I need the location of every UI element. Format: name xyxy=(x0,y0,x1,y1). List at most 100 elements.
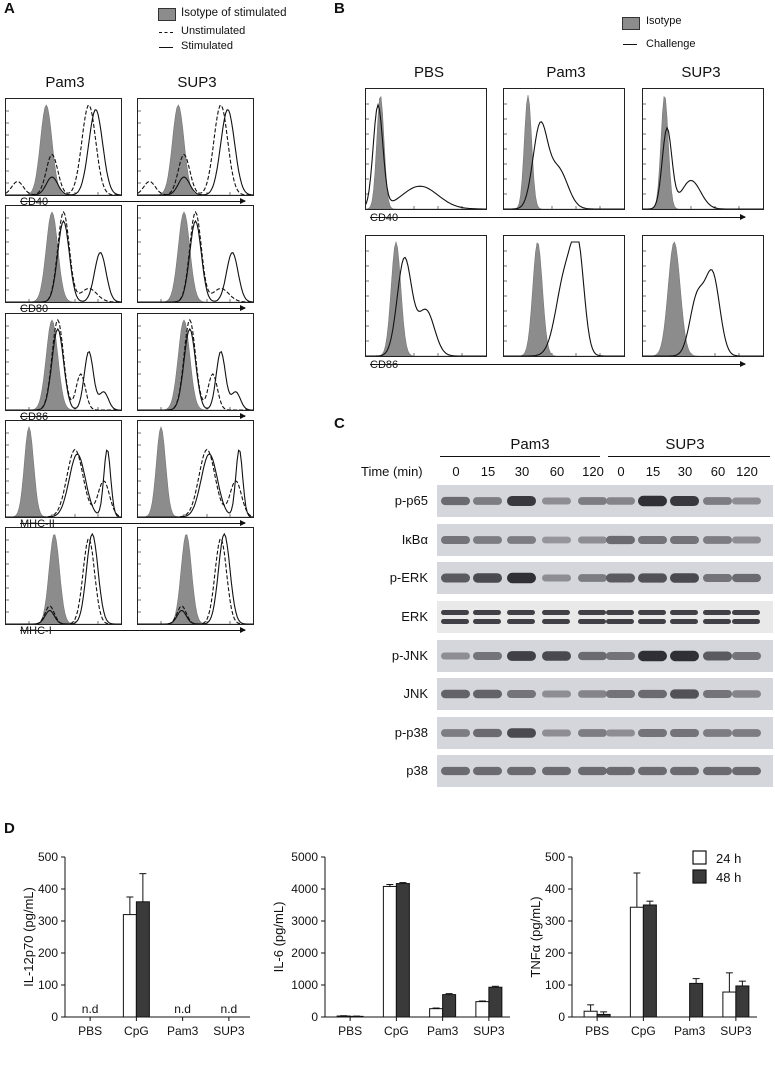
blot-band xyxy=(703,497,732,505)
panel-b-marker-1-axis-arrow xyxy=(370,214,746,220)
blot-strip xyxy=(437,601,773,633)
blot-band xyxy=(578,619,606,624)
blot-band xyxy=(441,619,469,624)
histogram-plot xyxy=(643,95,763,209)
blot-band xyxy=(732,573,761,583)
blot-band xyxy=(638,573,667,583)
histogram-plot xyxy=(6,532,121,624)
blot-band xyxy=(606,729,635,737)
histogram-plot xyxy=(366,95,486,209)
blot-band xyxy=(606,610,634,615)
panel-b-hist-row2-col2 xyxy=(503,235,625,357)
y-tick-label: 200 xyxy=(545,946,565,960)
stimulated-curve xyxy=(6,109,121,195)
panel-b-hist-row1-col1 xyxy=(365,88,487,210)
y-tick-label: 400 xyxy=(38,882,58,896)
time-point: 15 xyxy=(480,464,496,479)
x-tick-label: Pam3 xyxy=(674,1024,706,1038)
blot-band xyxy=(473,652,502,660)
panel-b-col-sup3: SUP3 xyxy=(681,64,721,81)
blot-band xyxy=(441,652,470,660)
x-tick-label: PBS xyxy=(585,1024,609,1038)
blot-band xyxy=(441,496,470,506)
panel-b-hist-row2-col1 xyxy=(365,235,487,357)
time-point: 30 xyxy=(677,464,693,479)
blot-strip xyxy=(437,485,773,517)
bar-24h xyxy=(122,914,137,1018)
panel-a-letter: A xyxy=(4,0,15,17)
panel-c-letter: C xyxy=(334,415,345,432)
blot-lane-label: p38 xyxy=(406,763,428,778)
y-axis-label: IL-6 (pg/mL) xyxy=(271,902,286,973)
blot-band xyxy=(670,729,699,737)
x-tick-label: Pam3 xyxy=(427,1024,459,1038)
legend-unstimulated-line xyxy=(159,32,173,33)
blot-band xyxy=(441,573,470,583)
blot-band xyxy=(670,650,699,662)
isotype-curve xyxy=(504,94,624,209)
panel-c-group-pam3: Pam3 xyxy=(510,436,550,453)
x-tick-label: CpG xyxy=(124,1024,149,1038)
y-tick-label: 100 xyxy=(38,978,58,992)
blot-strip xyxy=(437,678,773,710)
blot-lane-label: p-ERK xyxy=(389,570,428,585)
blot-band xyxy=(638,610,666,615)
stimulated-curve xyxy=(6,449,121,517)
stimulated-curve xyxy=(138,109,253,195)
isotype-curve xyxy=(138,534,253,624)
isotype-curve xyxy=(138,426,253,517)
blot-band xyxy=(670,495,699,507)
stimulated-curve xyxy=(138,449,253,517)
stimulated-curve xyxy=(138,327,253,410)
legend-stimulated-line xyxy=(159,47,173,48)
stimulated-curve xyxy=(643,269,763,356)
x-tick-label: PBS xyxy=(338,1024,362,1038)
panel-a-hist-pam3-row3 xyxy=(5,313,122,411)
blot-band xyxy=(732,619,760,624)
stimulated-curve xyxy=(504,121,624,209)
blot-lane-label: JNK xyxy=(403,686,428,701)
blot-band xyxy=(578,651,607,661)
panel-b-marker-2-axis-arrow xyxy=(370,361,746,367)
time-point: 0 xyxy=(617,464,625,479)
unstimulated-curve xyxy=(6,104,121,195)
blot-band xyxy=(507,651,536,661)
unstimulated-curve xyxy=(138,538,253,624)
blot-band xyxy=(507,728,536,738)
blot-band xyxy=(670,536,699,544)
panel-a-hist-pam3-row2 xyxy=(5,205,122,303)
unstimulated-curve xyxy=(6,318,121,410)
blot-band xyxy=(578,497,607,505)
y-tick-label: 2000 xyxy=(291,946,318,960)
blot-band xyxy=(507,619,535,624)
y-tick-label: 500 xyxy=(38,850,58,864)
bar-24h xyxy=(629,906,644,1018)
time-point: 60 xyxy=(710,464,726,479)
blot-band xyxy=(578,690,607,698)
histogram-plot xyxy=(138,426,253,517)
panel-b-letter: B xyxy=(334,0,345,17)
y-tick-label: 300 xyxy=(38,914,58,928)
blot-band xyxy=(703,766,732,776)
panel-a-hist-pam3-row5 xyxy=(5,527,122,625)
blot-band xyxy=(703,729,732,737)
histogram-plot xyxy=(504,94,624,209)
panel-c-time-label: Time (min) xyxy=(361,464,423,479)
blot-band xyxy=(606,535,635,545)
blot-band xyxy=(578,536,607,544)
histogram-plot xyxy=(366,240,486,356)
blot-band xyxy=(670,689,699,699)
bar-48h xyxy=(596,1013,611,1018)
isotype-curve xyxy=(366,240,486,356)
blot-band xyxy=(670,573,699,583)
blot-band xyxy=(507,572,536,584)
bar-48h xyxy=(395,883,410,1018)
blot-band xyxy=(441,610,469,615)
y-tick-label: 200 xyxy=(38,946,58,960)
blot-band xyxy=(578,610,606,615)
blot-lane-label: p-JNK xyxy=(391,648,428,663)
panel-a-marker-5-label: MHC-I xyxy=(20,625,52,637)
legend-b-isotype-swatch xyxy=(622,17,640,30)
bar-24h xyxy=(336,1015,351,1018)
panel-a-hist-sup3-row2 xyxy=(137,205,254,303)
